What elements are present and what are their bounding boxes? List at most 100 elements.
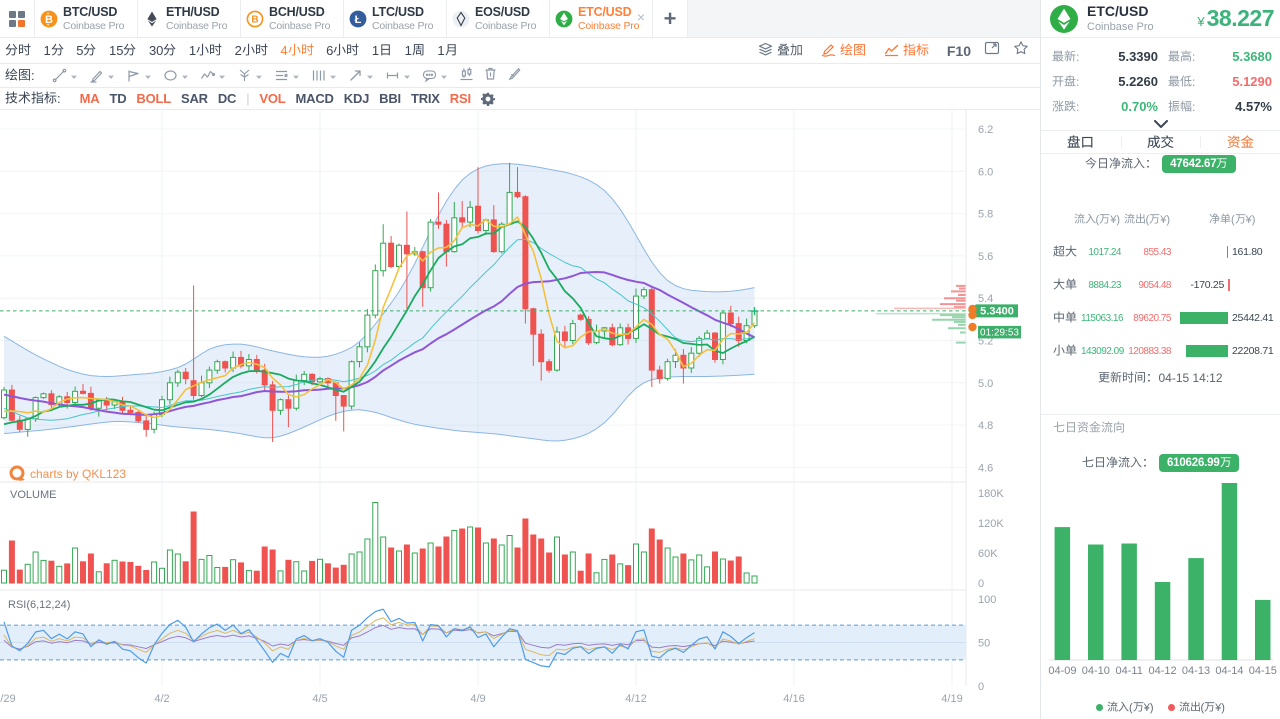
pane-borders <box>0 110 967 686</box>
indicator-kdj[interactable]: KDJ <box>343 91 370 106</box>
draw-tool-ellipse[interactable] <box>163 67 189 85</box>
indicator-sar[interactable]: SAR <box>180 91 208 106</box>
tab-etc[interactable]: ETC/USD Coinbase Pro × <box>550 0 653 37</box>
overlay-button[interactable] <box>758 42 807 60</box>
indicator-bbi[interactable]: BBI <box>379 91 401 106</box>
cny-price: ¥38.227 <box>1197 5 1274 32</box>
draw-tool-brush[interactable] <box>89 67 115 85</box>
indicator-boll[interactable]: BOLL <box>136 91 171 106</box>
draw-tool-pitchfork[interactable] <box>126 67 152 85</box>
tab-eth[interactable]: ETH/USD Coinbase Pro <box>138 0 241 37</box>
chevron-down-icon <box>1153 119 1168 128</box>
legend-dot <box>1096 703 1104 711</box>
draw-tool-arrow[interactable] <box>348 67 374 85</box>
timeframe-1月[interactable]: 1 <box>437 43 457 58</box>
indicator-ma[interactable]: MA <box>79 91 100 106</box>
pitchfork-icon <box>126 68 141 83</box>
draw-tool-ray[interactable] <box>385 67 411 85</box>
chart-area[interactable]: 6.2 6.0 5.8 5.6 5.4 5.2 5.0 4.8 4.6 180K 120K 60K 0 1… <box>0 110 1040 719</box>
indicator-dc[interactable]: DC <box>217 91 237 106</box>
draw-tool-vertical-lines[interactable] <box>311 67 337 85</box>
sidebar-tab-盘口[interactable] <box>1041 131 1121 153</box>
indicator-toolbar: : MA TD BOLL SAR DC | VOL MACD KDJ BBI TRIX RSI <box>0 88 1040 110</box>
star-icon <box>1013 40 1029 61</box>
flow-in-value: 143092.09 <box>1081 345 1124 357</box>
dropdown-caret-icon <box>107 67 115 85</box>
timeframe-5分[interactable]: 5 <box>76 43 96 58</box>
indicator-button[interactable] <box>884 42 933 60</box>
favorite-button[interactable] <box>1013 40 1029 61</box>
week-chart-legend: (¥) (¥) <box>1041 699 1280 715</box>
net-bar <box>1226 246 1228 258</box>
net-bar-negative <box>1228 279 1230 291</box>
etc-coin-icon <box>555 10 573 28</box>
ma5-line <box>3 216 756 419</box>
draw-tool-wave[interactable] <box>200 67 226 85</box>
flow-in-value: 115063.16 <box>1081 312 1124 324</box>
flow-out-value: 9054.48 <box>1138 279 1171 291</box>
layout-grid-button[interactable] <box>0 0 35 37</box>
draw-tool-text-note[interactable] <box>274 67 300 85</box>
week-date-label: 04-15 <box>1249 665 1277 677</box>
collapse-stats-button[interactable] <box>1041 119 1280 128</box>
tab-ltc[interactable]: Ł LTC/USD Coinbase Pro <box>344 0 447 37</box>
indicator-macd[interactable]: MACD <box>295 91 334 106</box>
draw-tool-candle-tool[interactable] <box>459 66 474 86</box>
ltc-coin-icon: Ł <box>349 10 367 28</box>
timeframe-15分[interactable]: 15 <box>109 43 136 58</box>
draw-tool-trend-line[interactable] <box>52 67 78 85</box>
tab-btc[interactable]: B BTC/USD Coinbase Pro <box>35 0 138 37</box>
indicator-td[interactable]: TD <box>109 91 127 106</box>
indicator-rsi[interactable]: RSI <box>449 91 471 106</box>
timeframe-30分[interactable]: 30 <box>149 43 176 58</box>
timeframe-分时[interactable] <box>5 43 31 58</box>
dropdown-caret-icon <box>144 67 152 85</box>
timeframe-1日[interactable]: 1 <box>372 43 392 58</box>
sidebar-tab-资金[interactable] <box>1200 131 1280 153</box>
timeframe-1小时[interactable]: 1 <box>189 43 222 58</box>
sidebar-header: ETC/USD Coinbase Pro ¥38.227 <box>1041 0 1280 38</box>
dropdown-caret-icon <box>70 67 78 85</box>
indicator-separator: | <box>246 91 250 106</box>
close-tab-icon[interactable]: × <box>636 9 646 25</box>
legend-item: (¥) <box>1167 701 1225 713</box>
gear-icon[interactable] <box>480 92 495 106</box>
indicator-vol[interactable]: VOL <box>259 91 286 106</box>
indicator-trix[interactable]: TRIX <box>410 91 440 106</box>
flow-label <box>1053 245 1081 259</box>
screenshot-button[interactable] <box>984 40 1000 61</box>
stat-label: : <box>1052 75 1092 89</box>
layers-icon <box>758 42 777 60</box>
flow-row-中单: 115063.16 89620.75 25442.41 <box>1041 310 1280 326</box>
today-net-inflow: 47642.67 <box>1041 154 1280 174</box>
add-tab-button[interactable]: + <box>653 0 688 37</box>
flow-net-cell: 25442.41 <box>1171 310 1280 326</box>
legend-label: (¥) <box>1107 701 1154 713</box>
timeframe-1分[interactable]: 1 <box>44 43 64 58</box>
quote-stats: :5.3390:5.3680:5.2260:5.1290:0.70%:4.57% <box>1041 38 1280 119</box>
draw-tool-gann[interactable] <box>237 67 263 85</box>
draw-tool-signature[interactable] <box>507 66 522 86</box>
timeframe-4小时[interactable]: 4 <box>280 43 314 58</box>
flow-in-value: 1017.24 <box>1088 246 1121 258</box>
flow-out-value: 855.43 <box>1143 246 1171 258</box>
rsi-tick-label: 50 <box>978 638 990 650</box>
timeframe-6小时[interactable]: 6 <box>326 43 359 58</box>
draw-tool-trash[interactable] <box>483 66 498 86</box>
draw-tool-callout[interactable] <box>422 67 448 85</box>
current-price-text: 5.3400 <box>980 306 1014 318</box>
stat-row: :5.2260:5.1290 <box>1041 69 1280 94</box>
col-outflow: (¥) <box>1123 213 1170 226</box>
timeframe-2小时[interactable]: 2 <box>235 43 268 58</box>
tab-eos[interactable]: EOS/USD Coinbase Pro <box>447 0 550 37</box>
week-bar-04-11 <box>1121 543 1137 660</box>
sidebar-tab-成交[interactable] <box>1120 131 1201 153</box>
draw-button[interactable] <box>821 42 870 60</box>
timeframe-1周[interactable]: 1 <box>405 43 425 58</box>
tab-bch[interactable]: B BCH/USD Coinbase Pro <box>241 0 344 37</box>
stat-value: 0.70% <box>1121 99 1158 114</box>
tab-exchange: Coinbase Pro <box>166 20 228 32</box>
grid-icon <box>9 10 25 27</box>
callout-icon <box>422 68 437 83</box>
f10-button[interactable]: F10 <box>946 42 971 59</box>
